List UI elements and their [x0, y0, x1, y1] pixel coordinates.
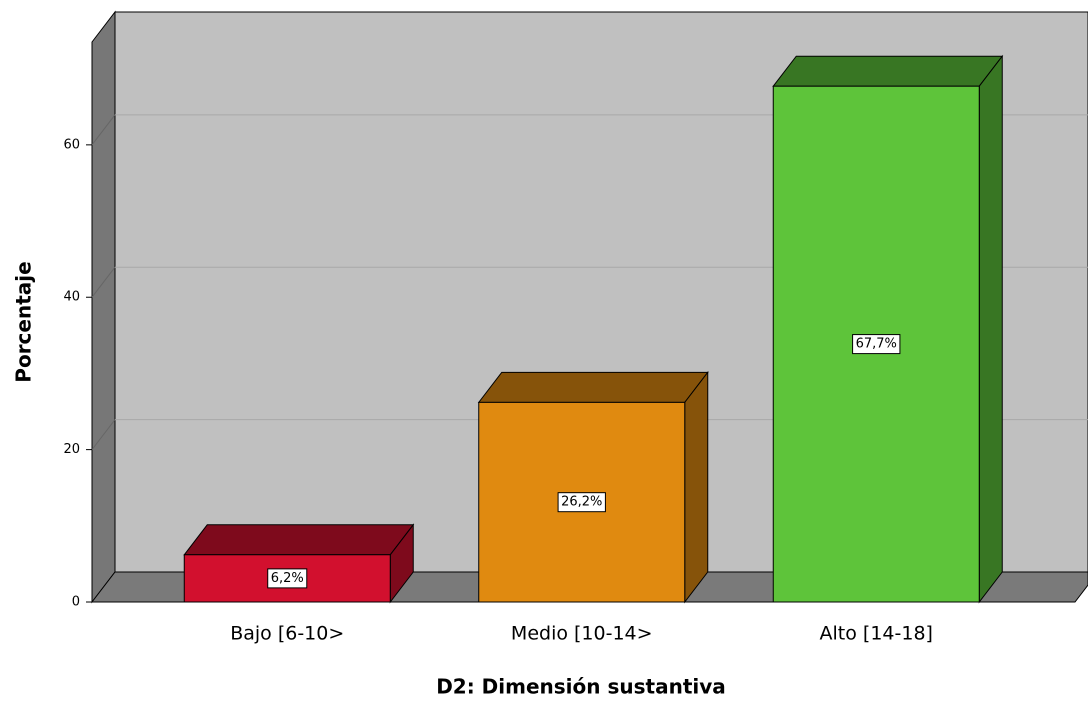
left-wall: [91, 10, 116, 604]
bar-top: [772, 55, 1004, 87]
x-axis-label: D2: Dimensión sustantiva: [436, 675, 726, 699]
bar-side: [684, 370, 709, 604]
value-label-box: [852, 334, 901, 355]
x-tick-label: Bajo [6-10>: [230, 623, 344, 645]
grid-line: [91, 419, 116, 450]
value-label: 26,2%: [561, 495, 602, 510]
value-label: 67,7%: [856, 337, 897, 352]
value-label-box: [557, 492, 606, 513]
bar-top: [477, 371, 709, 403]
y-tick-label: 20: [63, 442, 80, 457]
y-tick-label: 40: [63, 290, 80, 305]
x-tick-label: Medio [10-14>: [511, 623, 653, 645]
bar-side: [978, 54, 1003, 604]
bar-top: [183, 524, 415, 556]
grid-line: [91, 114, 116, 146]
y-tick-label: 60: [63, 137, 80, 152]
bars: 6,2% 26,2% 67,7%: [183, 54, 1004, 604]
value-label-box: [267, 568, 308, 589]
grid-line: [91, 266, 116, 298]
x-tick-label: Alto [14-18]: [820, 623, 933, 645]
y-tick-label: 0: [72, 595, 80, 610]
y-axis-label: Porcentaje: [12, 261, 36, 382]
value-label: 6,2%: [271, 571, 304, 586]
